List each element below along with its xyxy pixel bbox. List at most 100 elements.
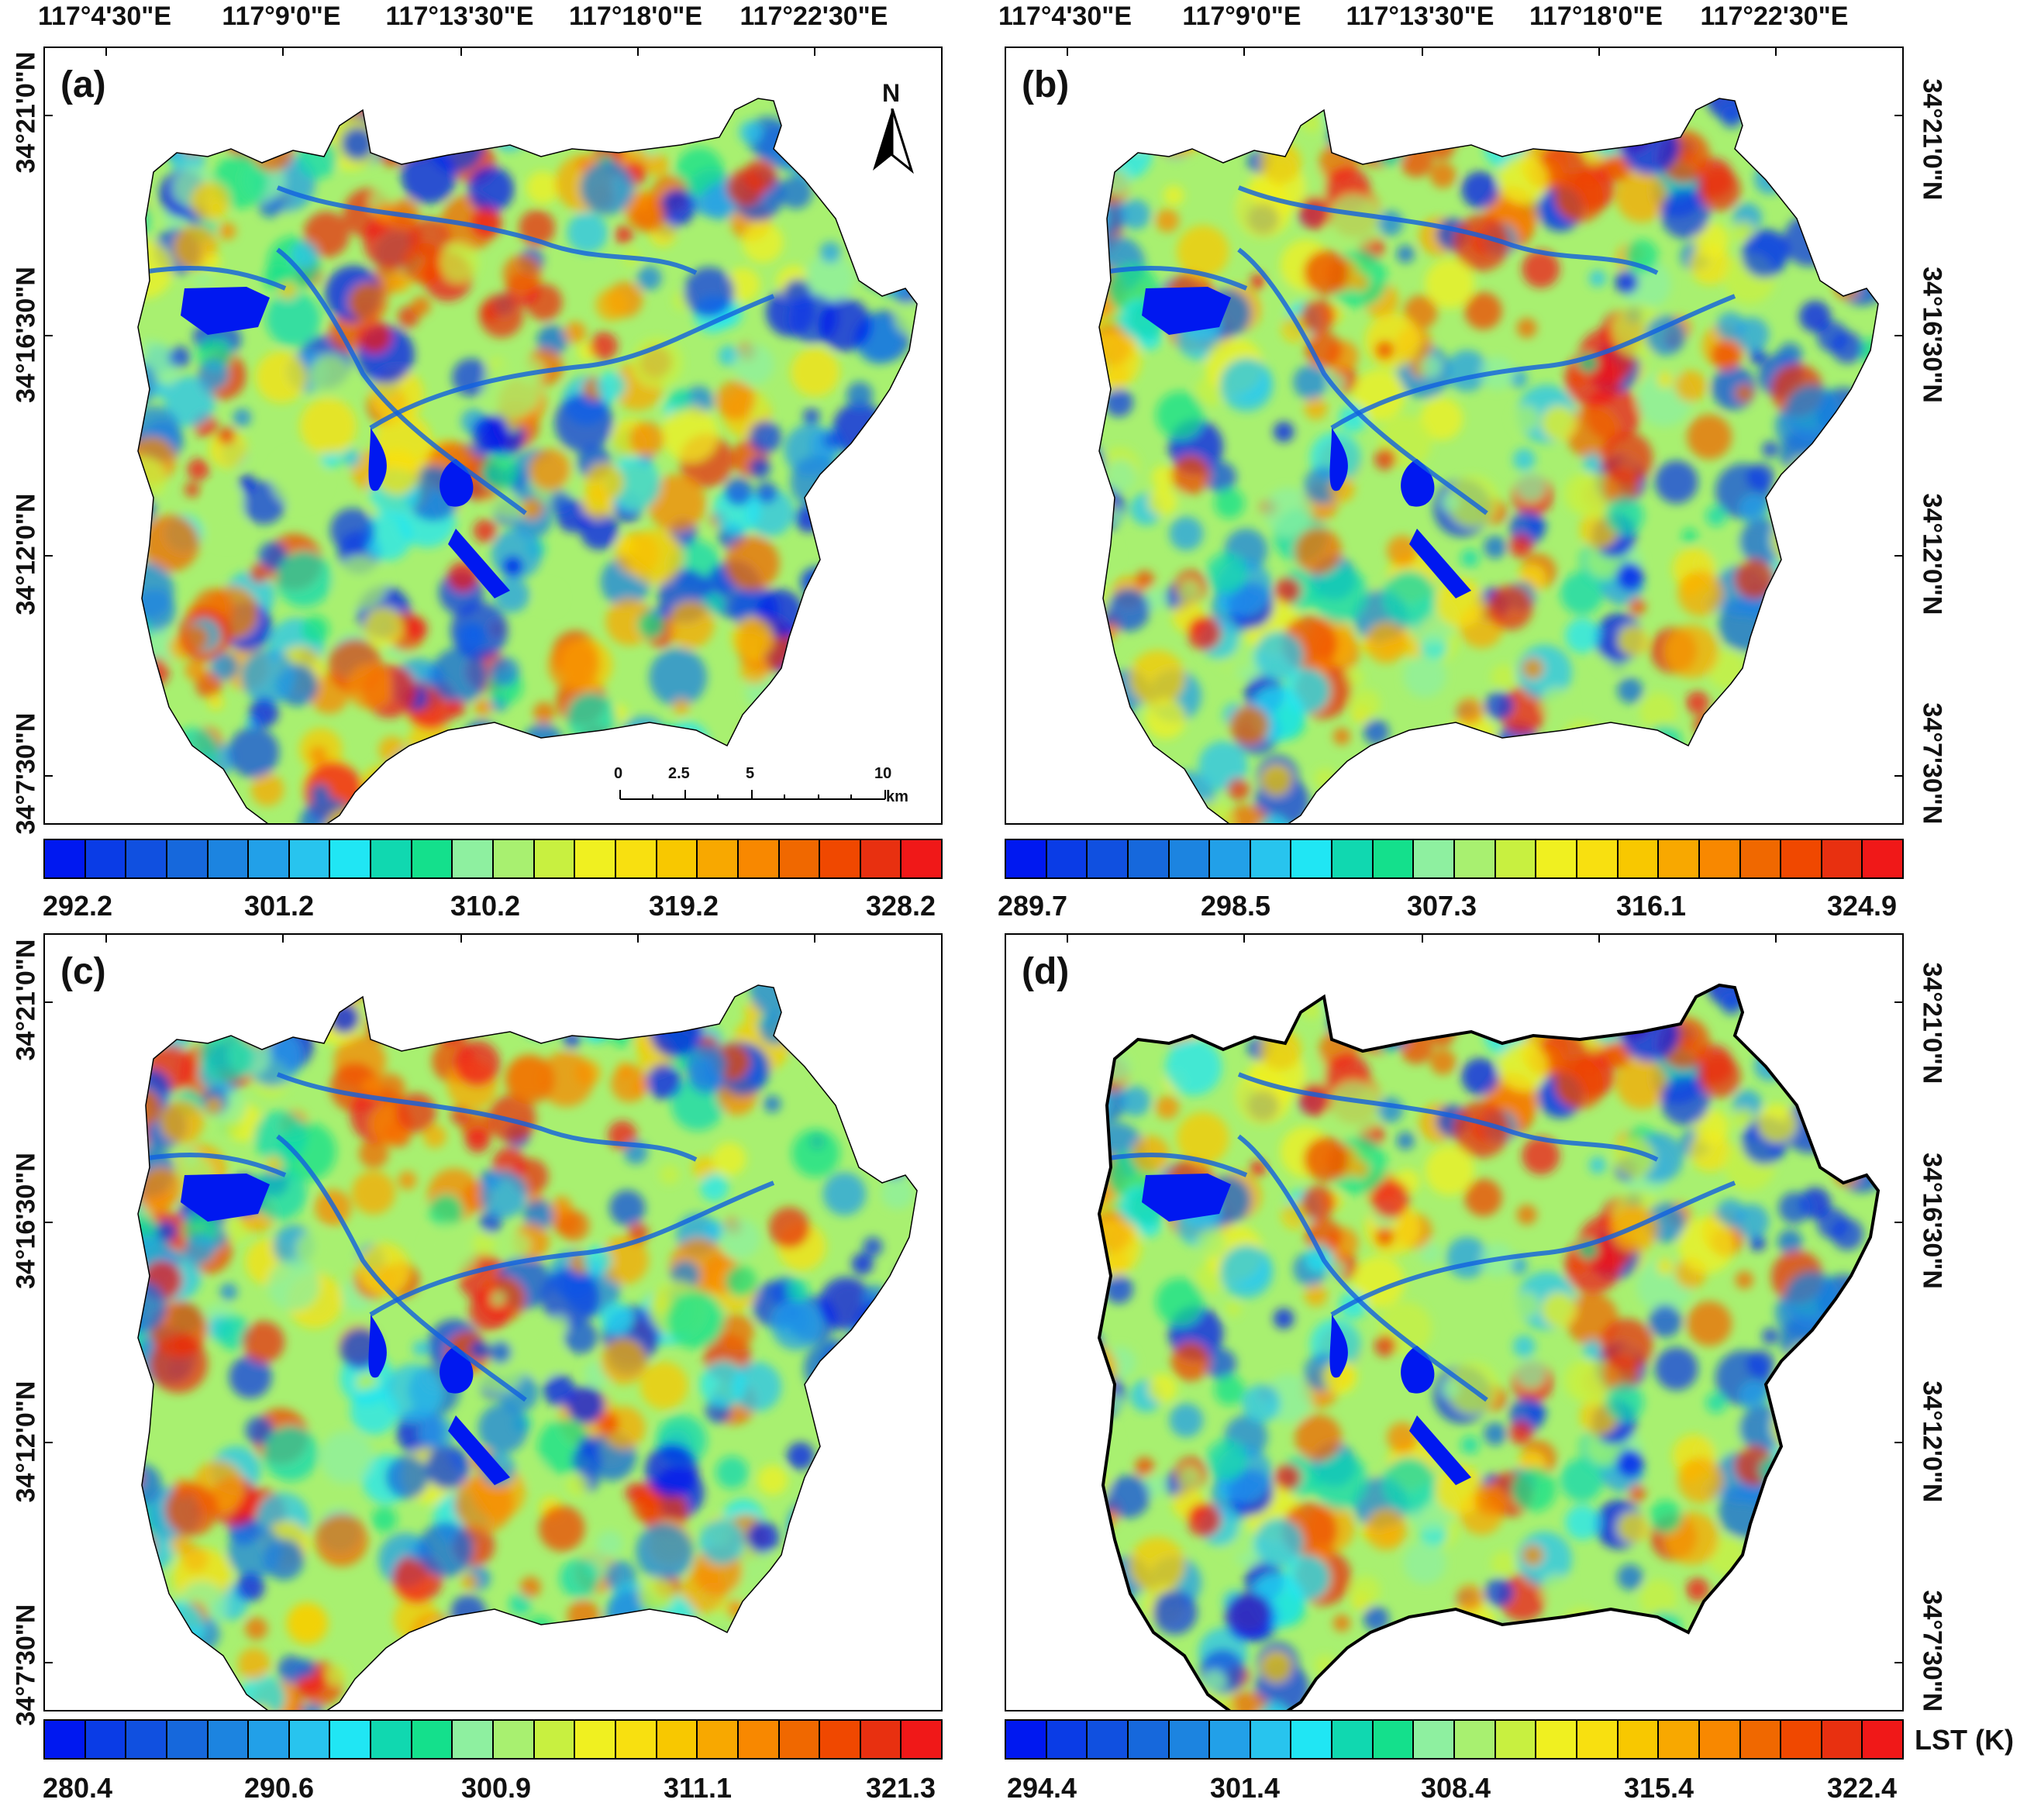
lst-patch — [1806, 600, 1841, 634]
lst-patch — [1600, 432, 1653, 484]
colorbar-segment — [820, 840, 861, 877]
lst-patch — [1254, 631, 1304, 681]
lst-patch — [854, 681, 888, 715]
lst-patch — [138, 748, 190, 808]
lst-patch — [1601, 1680, 1648, 1710]
lst-patch — [791, 1129, 840, 1177]
colorbar-segment — [289, 1721, 331, 1758]
axis-tick — [1067, 48, 1068, 56]
lst-patch — [1615, 1057, 1667, 1110]
lst-patch — [1439, 112, 1471, 143]
lst-patch — [299, 398, 357, 455]
colorbar-segment — [330, 840, 372, 877]
lst-patch — [1115, 985, 1147, 1008]
scale-bar: 0 2.5 5 10 km — [614, 765, 908, 812]
lst-patch — [215, 1315, 252, 1350]
lst-patch — [411, 296, 431, 316]
colorbar-segment — [45, 840, 86, 877]
lst-patch — [1221, 1691, 1272, 1710]
colorbar-segment — [1699, 840, 1741, 877]
colorbar-segment — [85, 840, 127, 877]
lst-patch — [827, 1653, 883, 1708]
lst-patch — [297, 138, 338, 179]
river — [369, 1181, 775, 1317]
lst-patch — [739, 120, 763, 144]
lst-patch — [1858, 1313, 1878, 1356]
lst-patch — [757, 1464, 788, 1495]
lst-patch — [580, 511, 619, 550]
lst-patch — [454, 1040, 501, 1087]
map-region — [1097, 983, 1881, 1710]
axis-tick — [460, 935, 462, 943]
lst-patch — [523, 1199, 554, 1230]
lst-patch — [746, 1521, 780, 1553]
lst-map — [137, 984, 918, 1710]
lst-patch — [1126, 780, 1154, 808]
lst-patch — [388, 269, 412, 293]
lst-patch — [538, 1051, 595, 1107]
lst-patch — [1498, 154, 1549, 205]
lst-patch — [790, 455, 843, 508]
lst-patch — [1295, 1414, 1342, 1462]
lst-patch — [1460, 1436, 1480, 1455]
colorbar-segment — [1414, 1721, 1456, 1758]
lst-patch — [802, 614, 859, 671]
lst-patch — [1564, 618, 1601, 653]
lat-label: 34°21'0"N — [11, 939, 41, 1061]
lst-patch — [1350, 1576, 1381, 1607]
river — [1330, 294, 1736, 430]
lst-patch — [1762, 1670, 1801, 1710]
axis-tick — [45, 555, 53, 557]
lst-patch — [1822, 426, 1860, 463]
axis-tick — [45, 1442, 53, 1443]
boundary-outline — [1098, 98, 1879, 823]
lst-patch — [427, 1687, 445, 1705]
lst-patch — [208, 694, 224, 711]
lat-label: 34°7'30"N — [1917, 1590, 1947, 1712]
river — [1237, 247, 1488, 515]
lst-patch — [1238, 117, 1269, 149]
lst-patch — [1367, 987, 1398, 1019]
lst-patch — [100, 391, 126, 418]
colorbar-segment — [1046, 840, 1088, 877]
lst-patch — [1374, 340, 1394, 360]
lst-patch — [550, 1656, 589, 1694]
colorbar-tick: 298.5 — [1200, 890, 1271, 922]
lst-patch — [322, 1483, 341, 1503]
lst-patch — [1833, 1053, 1856, 1076]
lst-patch — [840, 182, 867, 209]
colorbar-segment — [1577, 1721, 1619, 1758]
lst-patch — [1783, 214, 1836, 267]
lst-patch — [473, 985, 519, 1014]
lst-patch — [1332, 1614, 1351, 1632]
lst-patch — [138, 1660, 189, 1710]
lst-patch — [378, 736, 405, 764]
colorbar-segment — [289, 840, 331, 877]
lst-patch — [1363, 1605, 1390, 1632]
lst-patch — [788, 139, 830, 181]
lst-patch — [1794, 1631, 1829, 1667]
lst-patch — [1148, 1374, 1177, 1403]
lst-patch — [450, 601, 508, 660]
lst-patch — [600, 1302, 633, 1336]
lst-patch — [1687, 414, 1732, 460]
lst-patch — [700, 1361, 747, 1408]
colorbar-tick: 308.4 — [1420, 1772, 1491, 1804]
lon-label: 117°18'0"E — [568, 2, 703, 31]
lst-patch — [1146, 98, 1205, 157]
lst-patch — [557, 1671, 588, 1702]
colorbar-segment — [126, 840, 167, 877]
lst-patch — [786, 1442, 815, 1470]
colorbar-segment — [1863, 840, 1903, 877]
lst-patch — [481, 453, 519, 491]
lst-patch — [295, 1229, 337, 1270]
lst-patch — [1129, 650, 1185, 706]
lst-patch — [241, 649, 296, 704]
lst-patch — [1828, 547, 1873, 592]
lst-patch — [1769, 1004, 1787, 1022]
lon-label: 117°22'30"E — [739, 2, 888, 31]
lst-patch — [1238, 1004, 1269, 1036]
axis-tick — [1894, 555, 1902, 557]
lst-patch — [1780, 801, 1830, 823]
lst-patch — [89, 508, 126, 546]
